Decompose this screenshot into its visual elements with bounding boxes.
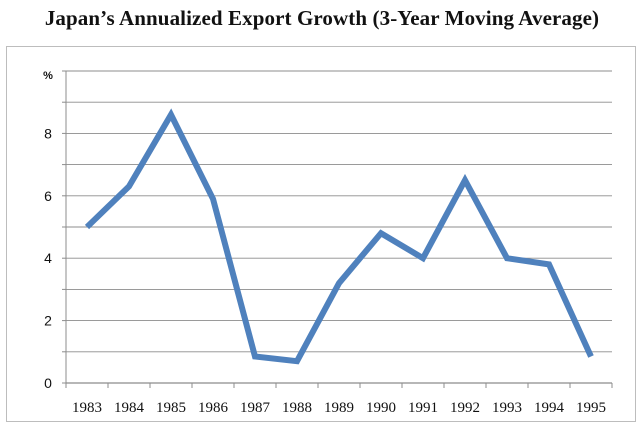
- series: [84, 108, 594, 365]
- data-point: [129, 186, 130, 187]
- x-tick-label: 1987: [240, 400, 271, 416]
- data-point: [549, 264, 550, 265]
- data-point: [465, 180, 466, 181]
- x-tick-label: 1990: [366, 400, 396, 416]
- x-tick-label: 1984: [114, 400, 145, 416]
- data-point: [381, 233, 382, 234]
- x-tick-label: 1992: [450, 400, 480, 416]
- x-tick-label: 1989: [324, 400, 354, 416]
- y-unit-label: %: [43, 70, 53, 82]
- x-tick-label: 1995: [576, 400, 606, 416]
- y-tick-label: 6: [44, 188, 52, 204]
- x-tick-label: 1988: [282, 400, 312, 416]
- data-point: [591, 356, 592, 357]
- y-tick-label: 4: [44, 250, 52, 266]
- y-tick-label: 0: [44, 375, 52, 391]
- y-tick-label: 2: [44, 313, 52, 329]
- x-tick-label: 1983: [72, 400, 102, 416]
- x-tick-label: 1985: [156, 400, 186, 416]
- x-axis-ticks: 1983 1984 1985 1986 1987 1988 1989 1990 1991 1992…: [72, 400, 606, 416]
- data-point: [423, 258, 424, 259]
- x-tick-label: 1986: [198, 400, 229, 416]
- chart-frame: [6, 46, 636, 422]
- chart-title: Japan’s Annualized Export Growth (3-Year…: [44, 6, 600, 30]
- data-point: [213, 198, 214, 199]
- series-line: [84, 108, 594, 365]
- data-point: [339, 283, 340, 284]
- x-tick-label: 1991: [408, 400, 438, 416]
- y-tick-label: 8: [44, 125, 52, 141]
- y-axis-ticks: 0 2 4 6 8: [44, 125, 52, 391]
- x-tick-label: 1993: [492, 400, 522, 416]
- data-point: [255, 356, 256, 357]
- x-tick-label: 1994: [534, 400, 565, 416]
- gridlines: [62, 70, 613, 388]
- data-point: [507, 258, 508, 259]
- data-point: [171, 114, 172, 115]
- data-point: [87, 227, 88, 228]
- data-point: [297, 361, 298, 362]
